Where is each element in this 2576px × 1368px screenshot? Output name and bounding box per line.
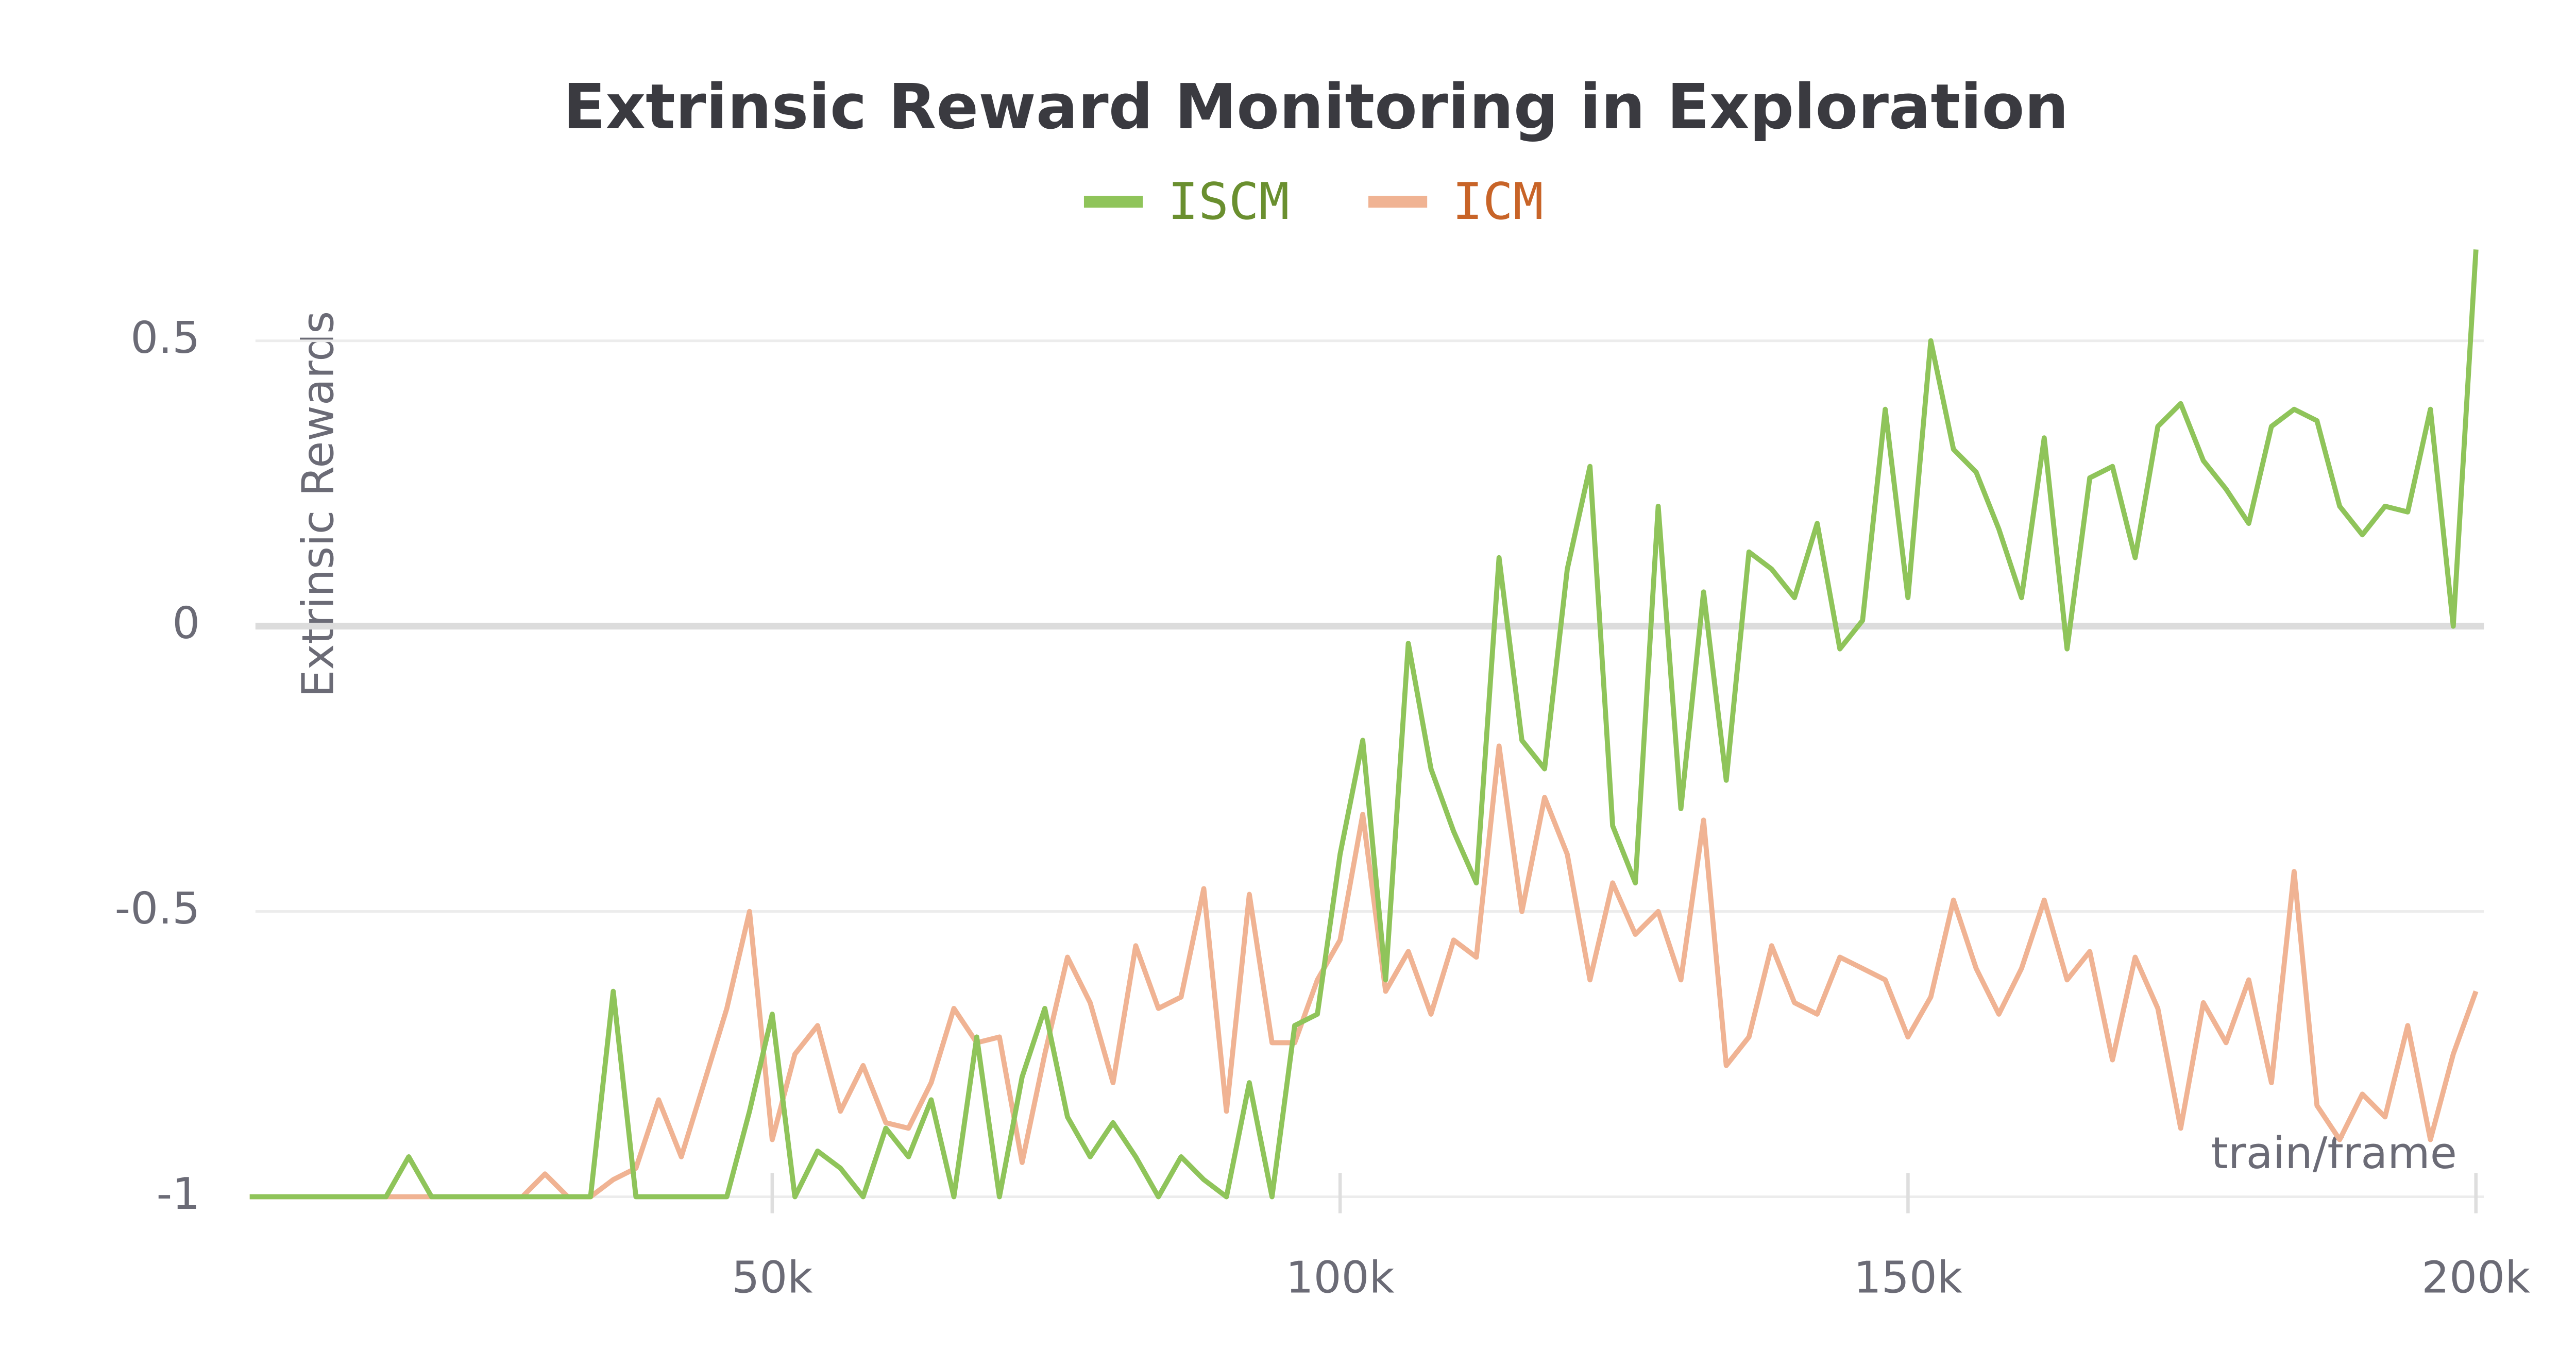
y-tick-label: -0.5 bbox=[115, 883, 200, 934]
x-tick-label: 50k bbox=[732, 1252, 812, 1303]
x-tick-label: 150k bbox=[1854, 1252, 1962, 1303]
legend-label: ICM bbox=[1452, 173, 1544, 231]
y-axis-label: Extrinsic Rewards bbox=[293, 311, 344, 697]
series-line bbox=[249, 743, 2479, 1200]
x-axis-label: train/frame bbox=[2211, 1128, 2457, 1179]
x-tick-label: 200k bbox=[2421, 1252, 2530, 1303]
x-tick-label: 100k bbox=[1286, 1252, 1395, 1303]
y-tick-label: 0 bbox=[172, 598, 200, 649]
legend-label: ISCM bbox=[1168, 173, 1290, 231]
chart-title: Extrinsic Reward Monitoring in Explorati… bbox=[563, 71, 2069, 143]
series-line bbox=[249, 249, 2479, 1200]
y-tick-label: 0.5 bbox=[130, 313, 200, 364]
y-tick-label: -1 bbox=[157, 1169, 200, 1220]
grid bbox=[255, 339, 2484, 1199]
